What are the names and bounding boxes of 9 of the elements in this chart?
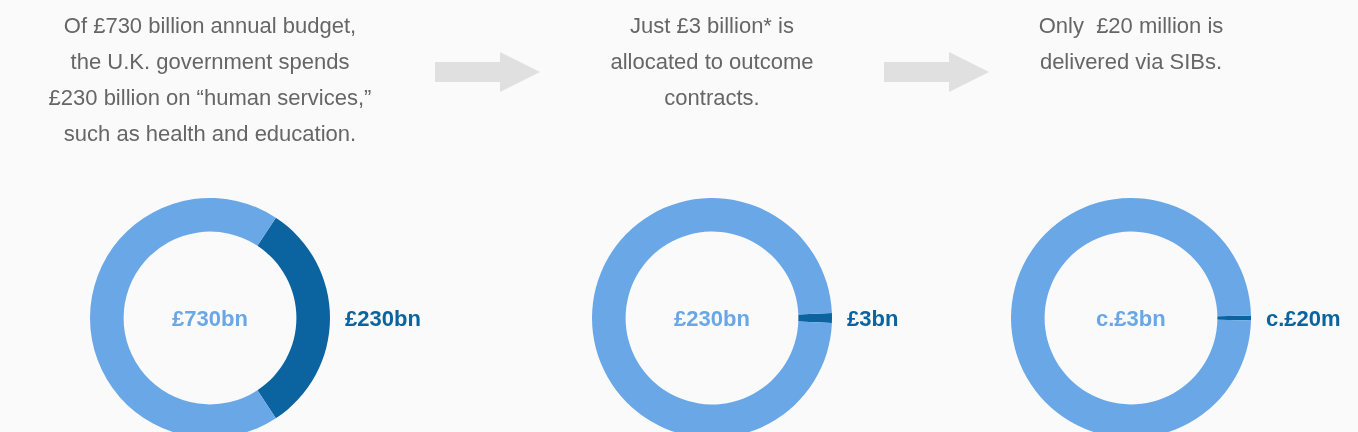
slice-label: £3bn	[847, 306, 899, 331]
text: £230bn	[674, 306, 750, 331]
slice-label: £230bn	[345, 306, 421, 331]
text: c.£3bn	[1096, 306, 1166, 331]
chart-title: Of £730 billion annual budget, the U.K. government spends £230 billion on “human services,” such as health and education.	[47, 12, 373, 148]
slice-label: c.£20m	[1266, 306, 1341, 331]
text: £730bn	[172, 306, 248, 331]
chart-title: Just £3 billion* is allocated to outcome contracts.	[609, 12, 815, 112]
chart-title: Only £20 million is delivered via SIBs.	[1037, 12, 1225, 76]
